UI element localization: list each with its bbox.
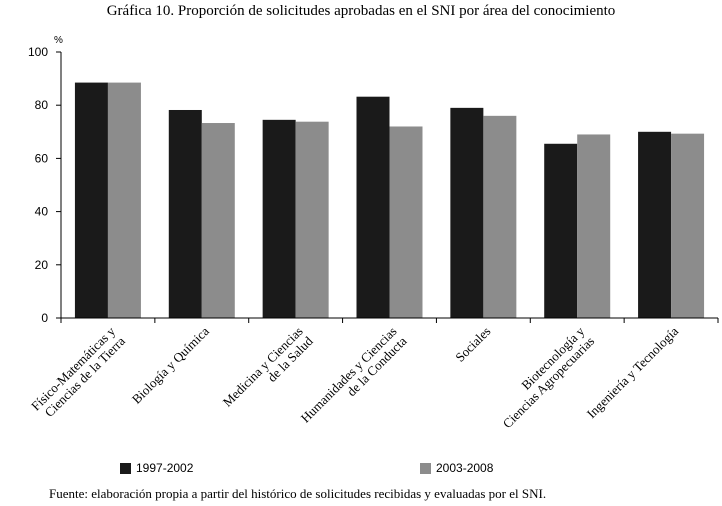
x-category-label-3: Medicina y Cienciasde la Salud: [220, 323, 316, 419]
legend-swatch-series-2: [420, 462, 431, 474]
chart-title: Gráfica 10. Proporción de solicitudes ap…: [106, 3, 616, 19]
bars-group: [74, 82, 705, 319]
x-category-label-6: Biotecnología yCiencias Agropecuarias: [490, 323, 598, 431]
bar-series-2-cat-3: [295, 121, 329, 318]
legend-item-series-1: 1997-2002: [120, 461, 193, 475]
y-tick-label-100: 100: [28, 45, 48, 59]
bar-series-1-cat-5: [450, 107, 484, 318]
bar-series-1-cat-4: [356, 96, 390, 318]
bar-series-2-cat-1: [107, 82, 141, 318]
bar-series-1-cat-2: [168, 109, 202, 319]
bar-series-2-cat-2: [201, 123, 235, 319]
axes-group: [60, 52, 719, 323]
x-category-label-5-line-1: Sociales: [452, 324, 493, 365]
x-category-label-2: Biología y Química: [129, 323, 212, 406]
bar-series-2-cat-6: [577, 134, 611, 318]
legend-label-series-2: 2003-2008: [436, 461, 494, 475]
x-category-label-1-line-1: Físico-Matemáticas y: [28, 323, 118, 413]
y-tick-label-20: 20: [35, 258, 49, 272]
bar-series-1-cat-3: [262, 119, 296, 318]
x-category-label-6-line-2: Ciencias Agropecuarias: [500, 333, 598, 431]
legend-label-series-1: 1997-2002: [136, 461, 194, 475]
x-category-label-4-line-1: Humanidades y Ciencias: [298, 324, 400, 426]
x-category-label-2-line-1: Biología y Química: [129, 323, 212, 406]
x-category-label-1: Físico-Matemáticas yCiencias de la Tierr…: [28, 323, 128, 423]
legend-swatch-series-1: [120, 462, 131, 474]
bar-series-1-cat-7: [638, 131, 672, 318]
x-category-label-7: Ingeniería y Tecnología: [584, 323, 682, 421]
x-category-label-7-line-1: Ingeniería y Tecnología: [584, 323, 682, 421]
bar-series-2-cat-7: [671, 133, 705, 318]
y-axis-label: %: [54, 35, 63, 46]
legend-item-series-2: 2003-2008: [420, 461, 493, 475]
x-labels-group: Físico-Matemáticas yCiencias de la Tierr…: [28, 323, 682, 435]
y-tick-label-80: 80: [35, 98, 49, 112]
bar-series-1-cat-6: [544, 143, 578, 318]
bar-series-2-cat-4: [389, 126, 423, 318]
y-tick-label-60: 60: [35, 151, 49, 165]
source-note: Fuente: elaboración propia a partir del …: [49, 486, 547, 501]
y-tick-label-0: 0: [41, 311, 48, 325]
bar-series-1-cat-1: [74, 82, 108, 318]
y-tick-label-40: 40: [35, 205, 49, 219]
y-ticks-group: 0 20 40 60 80 100: [28, 45, 61, 325]
x-category-label-4: Humanidades y Cienciasde la Conducta: [298, 323, 410, 435]
x-category-label-5: Sociales: [452, 324, 493, 365]
bar-series-2-cat-5: [483, 115, 517, 318]
